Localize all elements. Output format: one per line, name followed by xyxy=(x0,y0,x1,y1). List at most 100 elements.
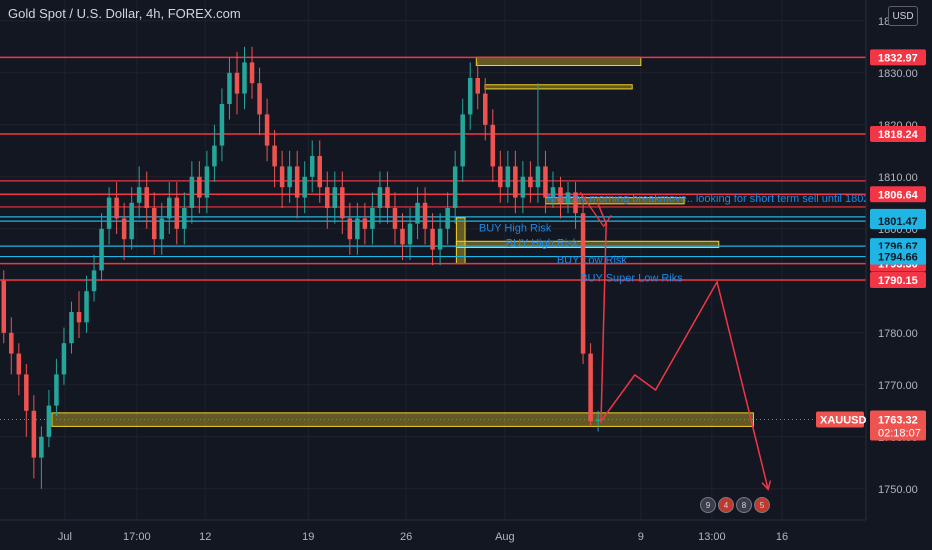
candle-body xyxy=(385,187,390,208)
level-price-tag-bg xyxy=(870,272,926,289)
x-tick-label: 26 xyxy=(400,531,412,543)
candlestick-series xyxy=(1,46,601,489)
x-tick-label: Jul xyxy=(58,531,72,543)
candle-body xyxy=(61,343,67,375)
zone-box xyxy=(51,412,754,427)
annotation-label: BUY Low Risk xyxy=(557,255,628,267)
candle-body xyxy=(257,83,262,115)
candle-body xyxy=(460,114,465,167)
level-price-tag-bg xyxy=(870,213,926,230)
candle-body xyxy=(415,202,420,224)
candle-body xyxy=(242,62,247,94)
candle-body xyxy=(595,419,601,422)
price-axis[interactable]: 1750.001760.001770.001780.001790.001800.… xyxy=(816,0,932,550)
candle-body xyxy=(475,78,480,94)
candle-body xyxy=(99,228,104,271)
candle-body xyxy=(392,208,398,229)
candle-body xyxy=(294,166,300,198)
candle-body xyxy=(174,197,180,229)
x-tick-label: 16 xyxy=(776,531,788,543)
candle-body xyxy=(272,145,277,167)
level-price-tag-bg xyxy=(870,49,926,66)
candle-body xyxy=(287,166,292,188)
candle-body xyxy=(84,291,89,323)
short-sell-arrow xyxy=(579,192,612,228)
y-tick-label: 1770.00 xyxy=(878,380,918,392)
candle-body xyxy=(355,218,360,240)
candle-body xyxy=(159,218,165,240)
candle-body xyxy=(136,187,142,203)
level-price-tag-bg xyxy=(870,125,926,142)
candle-body xyxy=(362,218,368,229)
zone-box xyxy=(475,56,642,67)
candle-body xyxy=(520,176,526,198)
annotation-label: BUY Super Low Riks xyxy=(580,272,683,284)
candle-body xyxy=(498,166,503,188)
candle-body xyxy=(264,114,270,146)
level-price-tag: 1790.15 xyxy=(878,275,918,287)
candle-body xyxy=(483,93,488,125)
candle-body xyxy=(580,213,586,354)
time-axis[interactable]: Jul 17:00 12 19 26 Aug 9 13:00 16 xyxy=(0,519,866,543)
candle-body xyxy=(234,72,240,94)
current-price-value: 1763.32 xyxy=(878,415,918,427)
candle-body xyxy=(452,166,458,208)
y-tick-label: 1810.00 xyxy=(878,172,918,184)
candle-body xyxy=(279,166,285,188)
candle-body xyxy=(1,280,7,333)
candle-body xyxy=(309,156,315,177)
candle-body xyxy=(422,202,428,229)
candle-body xyxy=(558,187,563,203)
candle-body xyxy=(151,208,157,240)
candle-body xyxy=(340,187,345,219)
candle-body xyxy=(430,228,435,250)
event-marker[interactable]: 4 xyxy=(718,497,734,513)
event-marker[interactable]: 5 xyxy=(754,497,770,513)
candle-body xyxy=(76,312,82,323)
y-tick-label: 1780.00 xyxy=(878,328,918,340)
candle-body xyxy=(407,223,413,245)
candle-body xyxy=(39,436,44,458)
projection-arrowhead xyxy=(761,480,772,491)
projection-path xyxy=(579,192,772,491)
event-marker[interactable]: 9 xyxy=(700,497,716,513)
candle-body xyxy=(467,78,473,115)
candle-body xyxy=(121,218,127,240)
currency-button[interactable]: USD xyxy=(888,6,918,26)
candle-body xyxy=(445,208,450,229)
event-marker[interactable]: 8 xyxy=(736,497,752,513)
candle-body xyxy=(332,187,338,208)
x-tick-label: Aug xyxy=(495,531,515,543)
candle-body xyxy=(197,176,202,198)
annotation-label: BUY High Risk xyxy=(506,237,579,249)
candle-body xyxy=(573,192,578,214)
x-tick-label: 17:00 xyxy=(123,531,151,543)
candle-body xyxy=(69,312,74,344)
level-price-tag-bg xyxy=(870,186,926,203)
candle-body xyxy=(219,104,225,146)
candle-body xyxy=(106,197,112,229)
candle-body xyxy=(129,202,134,240)
candle-body xyxy=(535,166,541,188)
candle-body xyxy=(249,62,255,84)
level-price-tag: 1818.24 xyxy=(878,129,919,141)
level-price-tag: 1801.47 xyxy=(878,216,918,228)
candle-body xyxy=(325,187,330,208)
annotations: BUY High Risk BUY High Risk BUY Low Risk BU… xyxy=(479,193,870,285)
candle-body xyxy=(114,197,119,219)
candle-body xyxy=(227,72,232,104)
candle-body xyxy=(182,208,187,229)
zone-box xyxy=(484,84,633,90)
candle-body xyxy=(167,197,172,219)
candle-body xyxy=(189,176,195,208)
current-price-tag-bg xyxy=(870,410,926,441)
current-price-countdown: 02:18:07 xyxy=(878,428,921,440)
candle-body xyxy=(513,166,518,198)
candle-body xyxy=(54,374,59,406)
level-price-tag-bg xyxy=(870,248,926,265)
candle-body xyxy=(24,374,29,411)
candle-body xyxy=(144,187,149,208)
candle-body xyxy=(46,405,52,437)
